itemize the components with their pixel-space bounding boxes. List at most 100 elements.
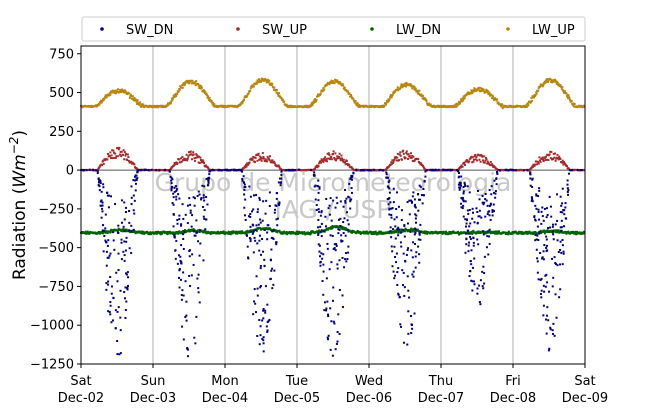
sw-dn-point (120, 258, 123, 261)
sw-dn-point (386, 185, 389, 188)
sw-dn-point (258, 319, 261, 321)
sw-up-point (483, 155, 486, 158)
sw-dn-point (397, 234, 400, 237)
sw-dn-point (411, 273, 414, 276)
sw-up-point (473, 155, 476, 158)
lw-dn-point (506, 231, 509, 234)
sw-dn-point (114, 309, 117, 312)
sw-up-point (197, 161, 200, 164)
sw-dn-point (266, 330, 269, 333)
sw-dn-point (197, 240, 200, 243)
sw-dn-point (277, 202, 280, 205)
lw-up-point (447, 105, 450, 108)
sw-dn-point (98, 179, 101, 182)
sw-dn-point (542, 314, 545, 317)
lw-up-point (572, 104, 575, 107)
x-tick-label-day: Thu (428, 374, 453, 389)
sw-dn-point (321, 257, 324, 260)
lw-dn-point (320, 229, 323, 232)
sw-dn-point (404, 260, 407, 263)
sw-dn-point (460, 206, 463, 209)
lw-up-point (180, 86, 183, 89)
sw-up-point (475, 156, 478, 159)
lw-up-point (203, 89, 206, 92)
sw-up-point (559, 158, 562, 161)
sw-dn-point (258, 249, 261, 252)
sw-dn-point (329, 348, 332, 351)
lw-up-point (490, 97, 493, 100)
lw-up-point (209, 99, 212, 102)
lw-up-point (124, 90, 127, 93)
sw-dn-point (324, 225, 327, 228)
sw-dn-point (258, 343, 261, 346)
sw-dn-point (406, 222, 409, 225)
lw-up-point (266, 78, 269, 81)
lw-dn-point (179, 231, 182, 234)
sw-dn-point (263, 229, 266, 232)
sw-dn-point (545, 238, 548, 241)
lw-up-point (341, 83, 344, 86)
y-tick-label: −250 (38, 202, 74, 217)
sw-up-point (341, 157, 343, 160)
lw-up-point (290, 105, 293, 108)
sw-dn-point (272, 283, 275, 286)
lw-dn-point (470, 232, 473, 235)
sw-dn-point (445, 169, 448, 172)
sw-dn-point (387, 203, 390, 206)
sw-up-point (563, 161, 565, 164)
lw-up-point (184, 81, 187, 84)
sw-dn-point (241, 170, 244, 173)
sw-dn-point (540, 222, 543, 225)
lw-up-point (476, 88, 479, 91)
lw-dn-point (393, 231, 396, 234)
sw-dn-point (249, 215, 252, 218)
lw-dn-point (497, 232, 500, 235)
lw-up-point (197, 82, 200, 85)
sw-up-point (251, 158, 254, 161)
lw-up-point (243, 98, 246, 101)
sw-dn-point (118, 353, 121, 356)
sw-dn-point (208, 173, 211, 176)
lw-up-point (432, 105, 435, 108)
lw-dn-point (484, 232, 487, 235)
plot-area (81, 46, 585, 364)
lw-dn-point (370, 231, 373, 234)
legend-box (81, 16, 586, 42)
lw-dn-point (471, 232, 474, 235)
sw-dn-point (476, 238, 479, 241)
lw-dn-point (180, 231, 183, 234)
sw-dn-point (557, 250, 560, 253)
lw-up-point (114, 89, 117, 92)
lw-up-point (239, 103, 242, 106)
lw-up-point (200, 85, 203, 88)
lw-dn-point (204, 230, 207, 233)
sw-dn-point (547, 319, 550, 322)
sw-dn-point (126, 271, 129, 274)
lw-dn-point (442, 230, 445, 233)
lw-dn-point (222, 231, 225, 234)
lw-up-point (172, 97, 175, 100)
lw-up-point (197, 84, 200, 87)
lw-dn-point (575, 232, 578, 235)
sw-dn-point (257, 223, 260, 226)
lw-up-point (267, 81, 270, 84)
lw-up-point (113, 91, 116, 94)
lw-up-point (460, 98, 463, 101)
sw-dn-point (551, 225, 554, 228)
sw-dn-point (205, 177, 208, 180)
sw-dn-point (244, 186, 247, 189)
lw-dn-point (238, 232, 241, 235)
lw-up-point (391, 93, 394, 96)
sw-dn-point (390, 236, 393, 239)
lw-up-point (152, 106, 155, 109)
sw-dn-point (529, 171, 532, 174)
lw-dn-point (234, 230, 237, 233)
sw-dn-point (322, 263, 325, 266)
sw-dn-point (243, 188, 246, 191)
sw-dn-point (108, 311, 111, 313)
sw-up-point (401, 158, 403, 161)
sw-dn-point (399, 323, 402, 326)
lw-dn-point (557, 229, 560, 232)
lw-up-point (310, 103, 313, 106)
sw-dn-point (486, 213, 489, 216)
